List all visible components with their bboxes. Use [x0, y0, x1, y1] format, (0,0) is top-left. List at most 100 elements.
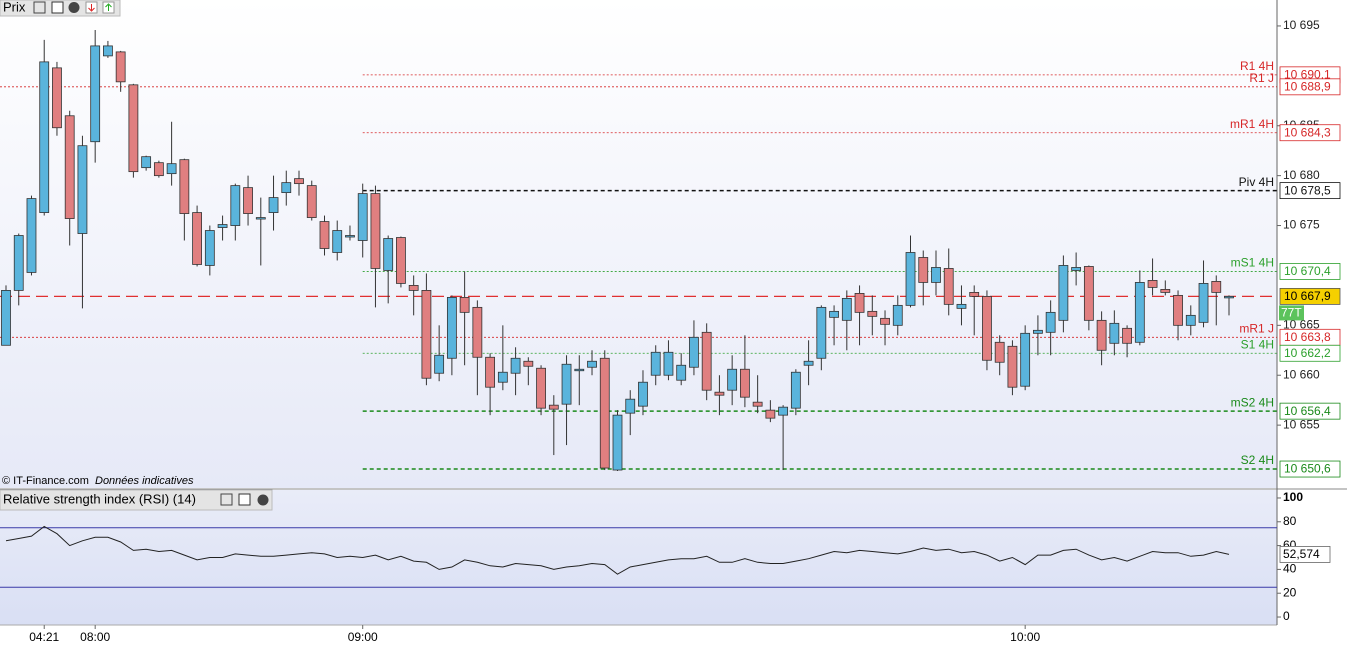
candle-body [790, 371, 801, 409]
candle-body [1, 290, 11, 346]
y-tick-label: 20 [1283, 585, 1297, 599]
y-tick-label: 10 680 [1283, 168, 1320, 182]
candle-body [829, 310, 839, 318]
candle-body [969, 292, 980, 297]
y-tick-label: 10 665 [1283, 318, 1320, 332]
last-price-box [1279, 287, 1341, 305]
up-arrow [105, 3, 112, 11]
settings-icon[interactable] [33, 1, 46, 14]
y-tick-label: 10 695 [1283, 18, 1320, 32]
candle-body [638, 381, 648, 407]
level-name: Piv 4H [1239, 175, 1274, 189]
level-value-label: 10 684,3 [1284, 125, 1331, 139]
level-label-box [1279, 344, 1341, 362]
candle-body [1224, 295, 1234, 299]
candle-body [587, 360, 597, 368]
candle-body [1058, 265, 1069, 321]
window-icon[interactable] [238, 493, 251, 506]
candle-body [268, 197, 279, 213]
settings-icon[interactable] [220, 493, 233, 506]
candle-body [421, 290, 432, 379]
rsi-header: Relative strength index (RSI) (14) [0, 489, 273, 511]
level-label-box [1279, 460, 1341, 478]
candle-body [523, 360, 534, 367]
candle-body [612, 414, 623, 471]
candle-body [510, 357, 521, 374]
candle-body [1045, 311, 1056, 333]
candle-body [255, 217, 266, 220]
candle-body [434, 354, 445, 374]
price-panel [0, 0, 1277, 488]
level-label-box [1279, 182, 1341, 200]
candle-body [1173, 294, 1183, 326]
level-value-label: 10 688,9 [1284, 79, 1331, 93]
candle-body [943, 268, 954, 305]
candle-body [497, 371, 508, 383]
candle-body [599, 357, 610, 469]
candle-body [1007, 345, 1018, 388]
candle-body [90, 45, 101, 143]
candle-body [650, 351, 661, 376]
level-value-label: 10 663,8 [1284, 330, 1331, 344]
candle-body [778, 406, 789, 416]
candle-body [115, 51, 126, 83]
candle-body [1033, 329, 1043, 334]
x-tick-label: 09:00 [348, 630, 378, 644]
candle-body [841, 297, 852, 321]
candle-body [370, 193, 381, 269]
close-icon[interactable] [257, 494, 269, 506]
candle-body [1147, 280, 1158, 288]
candle-body [739, 368, 750, 398]
rsi-last-label: 52,574 [1283, 547, 1320, 561]
level-name: R1 J [1249, 71, 1274, 85]
candle-body [128, 84, 139, 173]
price-header: Prix [0, 0, 121, 17]
level-label-box [1279, 402, 1341, 420]
badge: 77T [1281, 306, 1302, 320]
candle-body [472, 306, 483, 358]
down-arrow [88, 4, 95, 12]
candle-body [867, 310, 878, 317]
candle-body [294, 178, 304, 185]
candle-body [103, 45, 113, 57]
candle-body [306, 185, 317, 218]
candle-body [994, 341, 1005, 363]
candle-body [714, 391, 725, 396]
rsi-line [5, 525, 1230, 575]
candle-body [459, 296, 470, 313]
candle-body [816, 306, 827, 359]
y-tick-label: 100 [1283, 490, 1303, 504]
rsi-last-box [1279, 546, 1331, 563]
level-label-box [1279, 78, 1341, 96]
candle-body [1134, 282, 1145, 343]
candle-body [319, 221, 330, 249]
candle-body [26, 198, 37, 273]
candle-body [446, 296, 457, 359]
candle-body [281, 182, 292, 194]
candle-body [1160, 289, 1171, 293]
candle-body [345, 235, 355, 238]
close-icon[interactable] [68, 2, 80, 13]
candle-body [574, 368, 585, 372]
candle-body [676, 364, 687, 381]
level-value-label: 10 678,5 [1284, 183, 1331, 197]
candle-body [357, 193, 368, 241]
candle-body [52, 67, 62, 129]
candle-body [803, 360, 814, 366]
level-label-box [1279, 263, 1341, 280]
source: © IT-Finance.com [2, 475, 89, 487]
x-tick-label: 04:21 [29, 630, 59, 644]
candle-body [217, 224, 228, 228]
candle-body [663, 351, 674, 376]
candle-body [166, 163, 177, 175]
level-name: mR1 J [1239, 321, 1274, 335]
candle-body [905, 252, 916, 306]
candle-body [141, 156, 152, 169]
window-icon[interactable] [51, 1, 64, 14]
level-name: mS2 4H [1231, 395, 1274, 409]
rsi-title: Relative strength index (RSI) (14) [3, 491, 196, 506]
candle-body [956, 303, 967, 309]
y-tick-label: 10 660 [1283, 367, 1320, 381]
level-name: S1 4H [1241, 337, 1274, 351]
x-tick-label: 10:00 [1010, 630, 1040, 644]
